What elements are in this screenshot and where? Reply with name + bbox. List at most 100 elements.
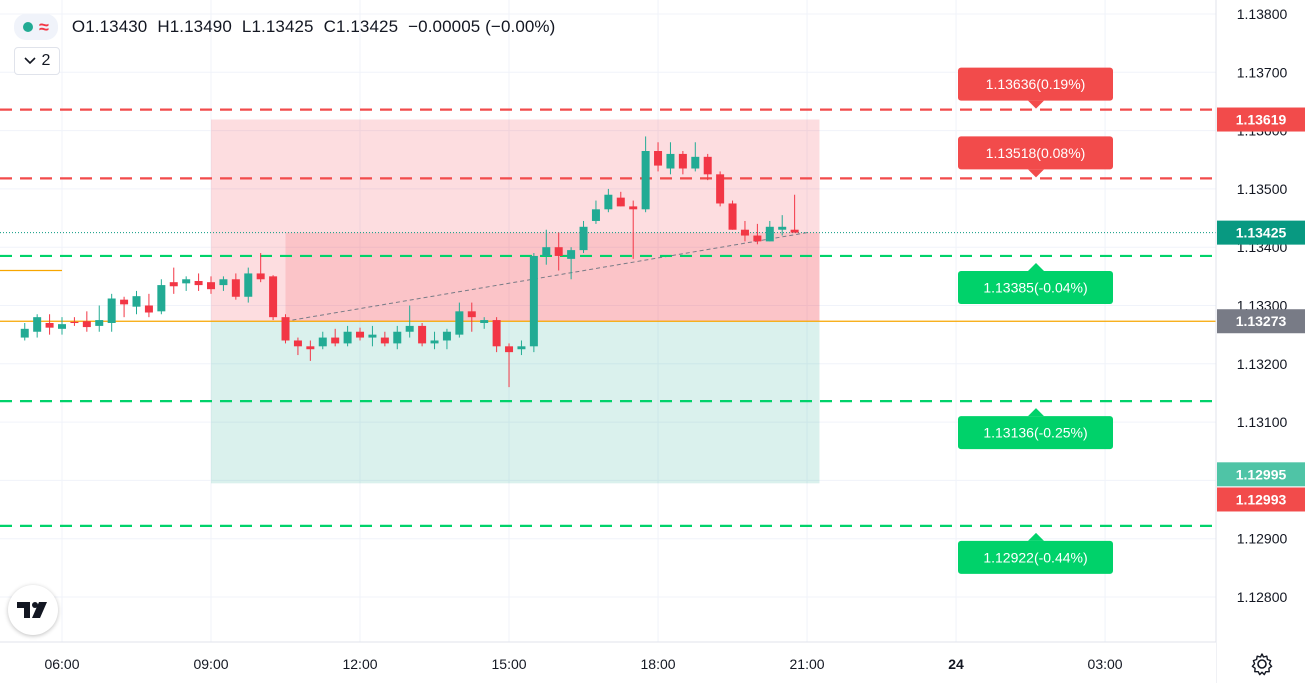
order-level-labels[interactable]: 1.13636(0.19%) 1.13518(0.08%) 1.13385(-0.0… — [958, 67, 1113, 574]
candle-body — [529, 255, 538, 347]
price-badge-entry[interactable]: 1.13273 — [1217, 309, 1305, 334]
price-tick-label: 1.13800 — [1237, 6, 1288, 22]
chart-settings-button[interactable] — [1248, 650, 1276, 678]
candle-body — [492, 320, 501, 347]
candle-body — [33, 317, 42, 332]
indicators-toggle-button[interactable]: 2 — [14, 47, 60, 75]
candle — [641, 136, 650, 213]
candle — [380, 331, 389, 347]
tradingview-logo[interactable] — [8, 585, 58, 635]
order-label-pointer — [1028, 100, 1044, 109]
candle — [654, 142, 663, 172]
position-target-zone[interactable] — [211, 119, 820, 322]
chevron-down-icon — [23, 57, 36, 65]
candle — [343, 325, 352, 347]
candle — [169, 267, 178, 294]
order-label-box — [958, 270, 1113, 304]
candle — [467, 302, 476, 332]
time-tick-label: 06:00 — [44, 656, 79, 672]
price-badge-last_price[interactable]: 1.13425 — [1217, 220, 1305, 245]
candle — [144, 293, 153, 318]
candle-body — [368, 334, 377, 338]
candle — [293, 337, 302, 356]
order-label-tp1[interactable]: 1.13518(0.08%) — [958, 136, 1113, 178]
ohlc-close: C1.13425 — [323, 17, 399, 36]
price-badge-box — [1217, 107, 1305, 132]
time-tick-label: 18:00 — [641, 656, 676, 672]
long-position-tool[interactable] — [211, 119, 820, 484]
candle — [194, 273, 203, 291]
order-label-text: 1.13518(0.08%) — [986, 145, 1086, 161]
candle-body — [107, 298, 116, 323]
price-tick-label: 1.13700 — [1237, 64, 1288, 80]
candle-body — [207, 282, 216, 290]
candle — [70, 317, 79, 326]
candle — [231, 273, 240, 300]
price-tick-label: 1.12900 — [1237, 531, 1288, 547]
candle-body — [467, 311, 476, 318]
candle-body — [244, 273, 253, 297]
candle-body — [281, 317, 290, 341]
candle — [591, 200, 600, 224]
price-tick-label: 1.13500 — [1237, 181, 1288, 197]
candle — [331, 328, 340, 347]
tv-logo-icon — [17, 602, 47, 618]
order-label-sl3[interactable]: 1.12922(-0.44%) — [958, 532, 1113, 574]
price-axis-bg — [1216, 0, 1309, 683]
time-tick-label: 21:00 — [790, 656, 825, 672]
candle-body — [567, 250, 576, 259]
candle — [269, 275, 278, 321]
time-axis[interactable]: 06:00 09:00 12:00 15:00 18:00 21:00 24 03:00 — [0, 641, 1216, 683]
candle — [281, 314, 290, 344]
symbol-status-badge[interactable]: ≈ — [14, 14, 58, 40]
candle — [107, 293, 116, 332]
candle-body — [778, 226, 787, 230]
candle — [480, 317, 489, 329]
time-tick-label: 09:00 — [193, 656, 228, 672]
candle — [182, 276, 191, 291]
price-tick-label: 1.13100 — [1237, 414, 1288, 430]
candle-body — [591, 209, 600, 221]
candle — [616, 191, 625, 207]
ohlc-low: L1.13425 — [241, 17, 314, 36]
time-tick-label: 24 — [948, 656, 964, 672]
candle-body — [82, 321, 91, 328]
price-badge-upper_target[interactable]: 1.13619 — [1217, 107, 1305, 132]
price-axis[interactable]: 1.138001.137001.136001.135001.134001.133… — [1215, 0, 1309, 683]
candle — [765, 220, 774, 242]
candle-body — [380, 337, 389, 344]
wave-icon: ≈ — [39, 17, 49, 37]
horizontal-levels[interactable] — [0, 108, 1216, 527]
candle — [691, 142, 700, 172]
price-badge-text: 1.13425 — [1236, 225, 1287, 241]
candle — [442, 328, 451, 350]
candle — [132, 290, 141, 315]
price-badge-box — [1217, 220, 1305, 245]
order-label-sl1[interactable]: 1.13385(-0.04%) — [958, 262, 1113, 304]
candle-body — [629, 206, 638, 210]
candle — [666, 142, 675, 175]
ohlc-high: H1.13490 — [157, 17, 232, 36]
candle-body — [144, 305, 153, 313]
candle-body — [480, 320, 489, 323]
candle-body — [318, 337, 327, 347]
order-label-tp2[interactable]: 1.13636(0.19%) — [958, 67, 1113, 109]
order-label-box — [958, 67, 1113, 101]
candle — [703, 153, 712, 181]
order-label-sl2[interactable]: 1.13136(-0.25%) — [958, 408, 1113, 450]
position-stop-zone[interactable] — [211, 321, 820, 484]
price-badge-lower_red[interactable]: 1.12993 — [1217, 487, 1305, 512]
candle — [567, 247, 576, 280]
candle — [529, 253, 538, 353]
candle-body — [219, 279, 228, 286]
order-label-pointer — [1028, 532, 1044, 541]
time-tick-label: 03:00 — [1088, 656, 1123, 672]
candle-body — [256, 273, 265, 280]
price-badge-lower_green[interactable]: 1.12995 — [1217, 462, 1305, 487]
candle-body — [182, 279, 191, 284]
candle — [356, 327, 365, 341]
candle-body — [393, 331, 402, 344]
candle-body — [405, 325, 414, 332]
candle-body — [728, 203, 737, 230]
